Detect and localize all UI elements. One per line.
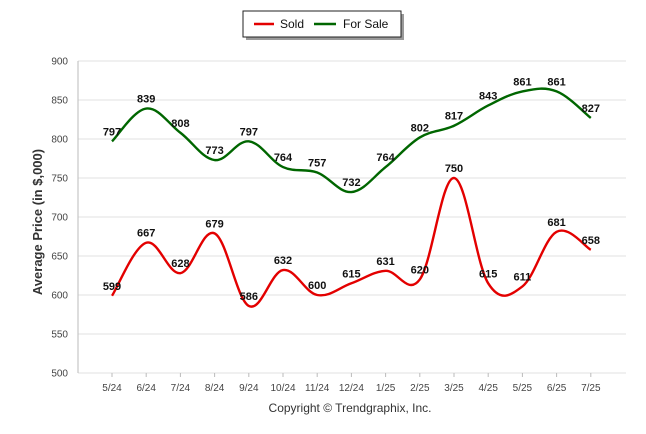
- series-line-for-sale: [111, 87, 592, 194]
- data-label-for-sale: 757: [308, 158, 326, 170]
- x-tick-label: 4/25: [478, 383, 498, 394]
- data-label-sold: 632: [274, 255, 292, 267]
- y-tick-label: 550: [51, 330, 68, 341]
- y-tick-label: 850: [51, 96, 68, 107]
- y-tick-label: 750: [51, 174, 68, 185]
- legend-label-sold: Sold: [280, 17, 304, 31]
- data-label-sold: 658: [582, 235, 600, 247]
- x-tick-label: 7/24: [171, 383, 191, 394]
- legend: Sold For Sale: [242, 10, 404, 40]
- axis-layer: 500 550 600 650 700 750 800 850 900 5/24 6/24 7/24 8…: [51, 57, 601, 395]
- data-label-sold: 681: [547, 217, 565, 229]
- data-label-for-sale: 802: [411, 122, 429, 134]
- x-tick-label: 1/25: [376, 383, 396, 394]
- y-tick-label: 500: [51, 369, 68, 380]
- data-label-sold: 750: [445, 163, 463, 175]
- data-label-for-sale: 764: [376, 152, 395, 164]
- data-label-sold: 600: [308, 280, 326, 292]
- data-label-for-sale: 797: [103, 126, 121, 138]
- data-label-sold: 631: [376, 256, 394, 268]
- y-tick-label: 700: [51, 213, 68, 224]
- legend-label-for-sale: For Sale: [343, 17, 389, 31]
- data-label-for-sale: 861: [547, 76, 565, 88]
- data-label-sold: 611: [514, 271, 532, 283]
- x-tick-label: 6/25: [547, 383, 567, 394]
- data-label-layer: 599 667 628 679 586 632 600 615 631 620 750 615 611 6…: [103, 76, 600, 303]
- data-label-sold: 615: [479, 268, 497, 280]
- x-tick-label: 5/25: [513, 383, 533, 394]
- data-label-for-sale: 861: [513, 76, 531, 88]
- y-tick-label: 800: [51, 135, 68, 146]
- data-label-for-sale: 732: [342, 177, 360, 189]
- x-tick-label: 7/25: [581, 383, 601, 394]
- copyright-credit: Copyright © Trendgraphix, Inc.: [269, 401, 432, 415]
- x-tick-label: 3/25: [444, 383, 464, 394]
- x-tick-label: 6/24: [136, 383, 156, 394]
- data-label-for-sale: 808: [171, 118, 189, 130]
- series-layer: [110, 87, 592, 308]
- data-label-for-sale: 797: [240, 126, 258, 138]
- grid-layer: [78, 60, 626, 374]
- data-label-sold: 615: [342, 268, 360, 280]
- x-tick-label: 12/24: [339, 383, 364, 394]
- data-label-for-sale: 817: [445, 111, 463, 123]
- x-tick-label: 10/24: [270, 383, 295, 394]
- y-tick-label: 650: [51, 252, 68, 263]
- y-tick-label: 900: [51, 57, 68, 68]
- data-label-for-sale: 843: [479, 90, 497, 102]
- x-tick-label: 9/24: [239, 383, 259, 394]
- data-label-for-sale: 839: [137, 94, 155, 106]
- series-line-sold: [110, 176, 592, 308]
- y-axis-label: Average Price (in $,000): [30, 149, 45, 295]
- data-label-for-sale: 827: [582, 103, 600, 115]
- data-label-sold: 667: [137, 228, 155, 240]
- data-label-sold: 599: [103, 281, 121, 293]
- data-label-for-sale: 764: [274, 152, 293, 164]
- data-label-sold: 628: [171, 258, 189, 270]
- x-tick-label: 2/25: [410, 383, 430, 394]
- data-label-sold: 620: [411, 264, 429, 276]
- x-tick-label: 8/24: [205, 383, 225, 394]
- x-tick-label: 11/24: [305, 383, 330, 394]
- data-label-for-sale: 773: [205, 145, 223, 157]
- data-label-sold: 586: [240, 291, 258, 303]
- data-label-sold: 679: [205, 218, 223, 230]
- x-tick-label: 5/24: [102, 383, 122, 394]
- y-tick-label: 600: [51, 291, 68, 302]
